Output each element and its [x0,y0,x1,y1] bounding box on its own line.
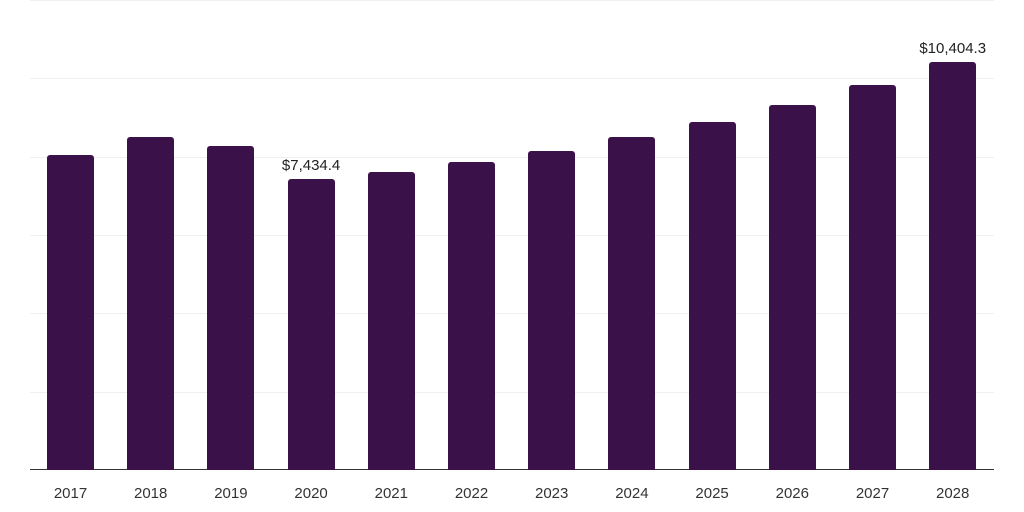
bar-2024[interactable] [608,137,656,470]
x-tick-label: 2028 [936,485,970,502]
x-tick-label: 2023 [535,485,569,502]
bar-2019[interactable] [207,146,255,470]
bar-2026[interactable] [768,105,816,470]
gridline [30,235,994,236]
x-axis-line [30,469,994,470]
bar-2021[interactable] [367,172,415,470]
x-tick-label: 2017 [53,485,88,502]
bar-2020[interactable] [287,178,335,470]
x-tick-label: 2022 [454,485,489,502]
x-tick-label: 2021 [374,485,408,502]
bar-2018[interactable] [127,137,175,470]
data-label: $7,434.4 [281,156,341,174]
bar-2025[interactable] [688,122,736,470]
gridline [30,78,994,79]
x-tick-label: 2020 [294,485,328,502]
bar-2023[interactable] [528,150,576,470]
x-tick-label: 2027 [855,485,890,502]
x-tick-label: 2019 [214,485,248,502]
bar-2028[interactable] [929,62,977,470]
bar-2017[interactable] [47,154,94,470]
x-tick-label: 2025 [695,485,729,502]
x-tick-label: 2024 [615,485,649,502]
bar-2027[interactable] [849,84,896,470]
gridline [30,313,994,314]
x-tick-label: 2018 [134,485,168,502]
bar-2022[interactable] [448,161,495,470]
gridline [30,0,994,1]
gridline [30,392,994,393]
data-label: $10,404.3 [919,40,987,58]
x-tick-label: 2026 [775,485,809,502]
gridline [30,157,994,158]
